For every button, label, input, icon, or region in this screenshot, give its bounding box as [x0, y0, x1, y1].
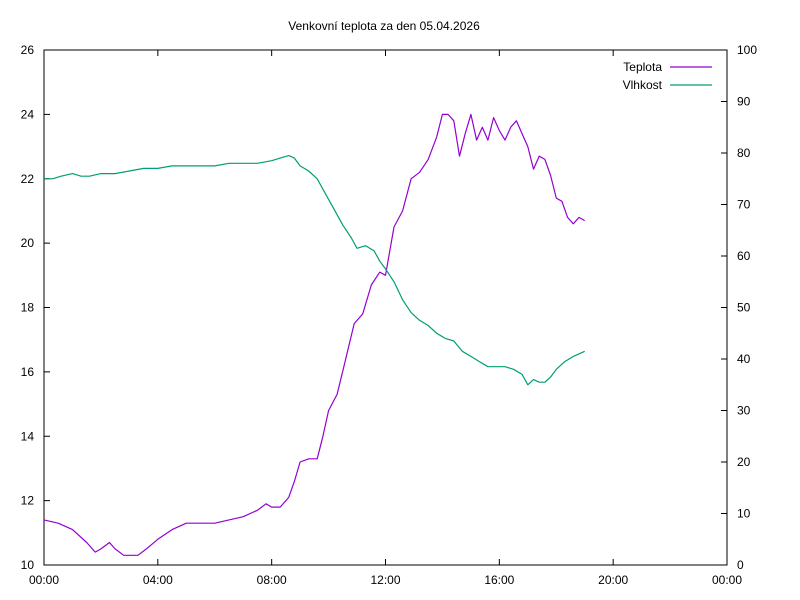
right-tick-label: 30: [737, 404, 751, 418]
right-tick-label: 70: [737, 198, 751, 212]
right-tick-label: 80: [737, 146, 751, 160]
left-tick-label: 16: [21, 365, 35, 379]
series-line-teplota: [43, 113, 585, 556]
left-axis: 10 12 14 16 18 20 22 24 26: [21, 43, 50, 572]
right-tick-label: 50: [737, 301, 751, 315]
left-tick-label: 18: [21, 301, 35, 315]
right-tick-label: 60: [737, 249, 751, 263]
left-tick-label: 12: [21, 494, 35, 508]
left-tick-label: 24: [21, 107, 35, 121]
left-tick-label: 14: [21, 429, 35, 443]
right-tick-label: 20: [737, 455, 751, 469]
x-tick-label: 20:00: [598, 573, 628, 587]
right-tick-label: 10: [737, 507, 751, 521]
plot-border: [43, 49, 728, 566]
right-tick-label: 40: [737, 352, 751, 366]
right-tick-label: 100: [737, 43, 757, 57]
series-line-vlhkost: [44, 155, 585, 386]
x-tick-label: 00:00: [712, 573, 742, 587]
left-tick-label: 20: [21, 236, 35, 250]
right-axis: 0 10 20 30 40 50 60 70 80 90 100: [721, 43, 757, 572]
x-tick-label: 00:00: [29, 573, 59, 587]
x-tick-label: 04:00: [143, 573, 173, 587]
legend: Teplota Vlhkost: [623, 60, 712, 92]
series-layer: [43, 113, 585, 556]
right-tick-label: 90: [737, 95, 751, 109]
left-tick-label: 22: [21, 172, 35, 186]
x-tick-label: 08:00: [257, 573, 287, 587]
x-tick-label: 16:00: [484, 573, 514, 587]
legend-label: Teplota: [623, 60, 662, 74]
legend-label: Vlhkost: [623, 78, 663, 92]
x-axis: 00:00 04:00 08:00 12:00 16:00 20:00 00:00: [29, 50, 742, 587]
left-tick-label: 10: [21, 558, 35, 572]
chart-title: Venkovní teplota za den 05.04.2026: [288, 19, 480, 33]
left-tick-label: 26: [21, 43, 35, 57]
right-tick-label: 0: [737, 558, 744, 572]
x-tick-label: 12:00: [370, 573, 400, 587]
